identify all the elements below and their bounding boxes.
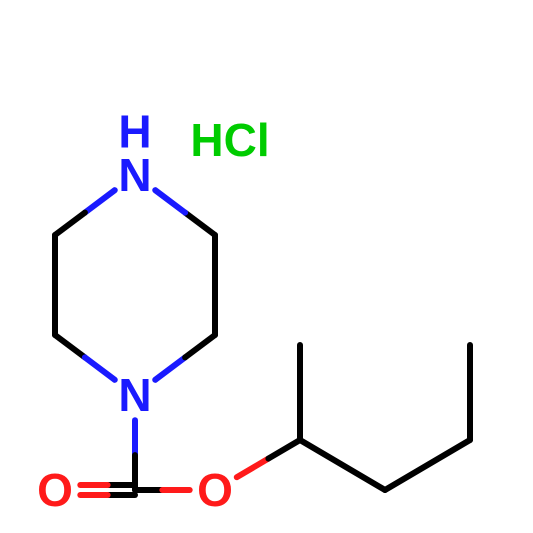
svg-text:O: O — [37, 464, 73, 516]
svg-text:N: N — [118, 369, 151, 421]
svg-text:HCl: HCl — [190, 114, 269, 166]
molecule-diagram: NHNOOHCl — [0, 0, 533, 533]
svg-text:O: O — [197, 464, 233, 516]
svg-text:H: H — [118, 105, 151, 157]
